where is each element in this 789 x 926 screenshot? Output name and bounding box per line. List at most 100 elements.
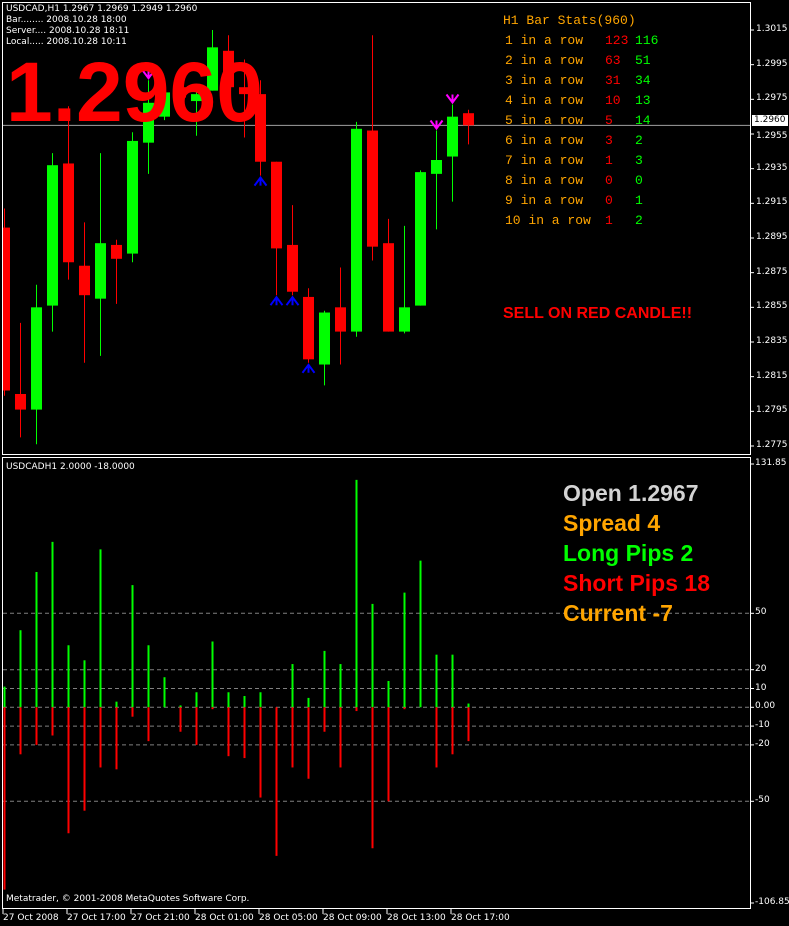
ind-y-tick-label: -50: [755, 795, 770, 806]
x-tick-label: 27 Oct 21:00: [131, 913, 190, 923]
stats-row-green-count: 34: [635, 73, 651, 88]
stats-row-label: 9 in a row: [505, 193, 584, 208]
ind-y-tick-label: 0.00: [755, 701, 776, 712]
candle-body: [3, 227, 10, 391]
y-tick-label: 1.2815: [756, 370, 788, 381]
stats-row-red-count: 123: [605, 33, 629, 48]
local-time: Local..... 2008.10.28 10:11: [6, 37, 127, 47]
stats-row-red-count: 1: [605, 153, 613, 168]
sell-arrow-icon: [141, 69, 156, 80]
pane-frames: [2, 2, 754, 914]
stats-row-red-count: 3: [605, 133, 613, 148]
y-tick-label: 1.2775: [756, 439, 788, 450]
candle-body: [223, 50, 234, 88]
stats-row-green-count: 2: [635, 133, 643, 148]
buy-arrow-icon: [253, 175, 268, 187]
candle-body: [399, 307, 410, 332]
y-tick-label: 1.2915: [756, 197, 788, 208]
candle-body: [447, 116, 458, 157]
stats-row-green-count: 13: [635, 93, 651, 108]
y-tick-label: 1.2955: [756, 130, 788, 141]
sell-arrow-icon: [445, 93, 460, 105]
stats-row-green-count: 116: [635, 33, 659, 48]
spread-label: Spread 4: [563, 510, 661, 536]
candle-body: [111, 244, 122, 259]
y-tick-label: 1.2835: [756, 335, 788, 346]
candle-body: [351, 128, 362, 332]
buy-arrow-icon: [301, 363, 316, 374]
x-tick-label: 28 Oct 17:00: [451, 913, 510, 923]
x-tick-label: 27 Oct 2008: [3, 913, 59, 923]
candle-body: [335, 307, 346, 332]
stats-row-label: 4 in a row: [505, 93, 584, 108]
stats-row-green-count: 1: [635, 193, 643, 208]
candle-body: [79, 265, 90, 296]
x-tick-label: 28 Oct 09:00: [323, 913, 382, 923]
stats-row-label: 1 in a row: [505, 33, 584, 48]
y-tick-label: 1.3015: [756, 24, 788, 34]
candle-body: [175, 87, 186, 98]
candle-body: [303, 296, 314, 360]
stats-row-red-count: 5: [605, 113, 613, 128]
long-pips-label: Long Pips 2: [563, 540, 694, 566]
candle-body: [159, 92, 170, 117]
candle-body: [383, 243, 394, 332]
stats-row-red-count: 1: [605, 213, 613, 228]
candle-body: [255, 94, 266, 162]
candle-body: [63, 163, 74, 263]
candle-body: [319, 312, 330, 365]
stats-row-green-count: 51: [635, 53, 651, 68]
y-tick-label: 1.2855: [756, 301, 788, 312]
stats-row-label: 8 in a row: [505, 173, 584, 188]
candle-body: [239, 87, 250, 95]
x-tick-label: 27 Oct 17:00: [67, 913, 126, 923]
stats-row-label: 10 in a row: [505, 213, 591, 228]
ind-y-tick-label: 10: [755, 682, 767, 693]
candle-body: [31, 307, 42, 410]
candle-body: [127, 140, 138, 254]
stats-row-red-count: 0: [605, 173, 613, 188]
stats-row-label: 6 in a row: [505, 133, 584, 148]
short-pips-label: Short Pips 18: [563, 570, 710, 596]
y-tick-label: 1.2975: [756, 93, 788, 104]
y-tick-label: 1.2795: [756, 405, 788, 416]
stats-row-red-count: 0: [605, 193, 613, 208]
candle-body: [463, 113, 474, 126]
y-tick-label: 1.2935: [756, 162, 788, 173]
ind-y-tick-label: 131.85: [755, 458, 787, 468]
candle-body: [15, 393, 26, 410]
current-price-tag: 1.2960: [752, 115, 788, 126]
candle-body: [143, 102, 154, 143]
bar-time: Bar........ 2008.10.28 18:00: [6, 15, 127, 25]
stats-row-green-count: 0: [635, 173, 643, 188]
candle-body: [415, 172, 426, 306]
buy-arrow-icon: [285, 295, 300, 306]
indicator-pane: [3, 479, 750, 890]
candle-body: [47, 165, 58, 306]
stats-row-green-count: 14: [635, 113, 651, 128]
ind-y-tick-label: -20: [755, 738, 770, 749]
buy-arrow-icon: [269, 295, 284, 306]
stats-row-red-count: 10: [605, 93, 621, 108]
stats-title: H1 Bar Stats(960): [503, 13, 636, 28]
stats-row-red-count: 63: [605, 53, 621, 68]
stats-row-label: 5 in a row: [505, 113, 584, 128]
copyright: Metatrader, © 2001-2008 MetaQuotes Softw…: [6, 894, 250, 904]
ind-y-tick-label: -10: [755, 720, 770, 731]
big-price: 1.2960: [6, 45, 263, 139]
x-tick-label: 28 Oct 05:00: [259, 913, 318, 923]
ind-y-tick-label: 50: [755, 607, 767, 618]
stats-row-red-count: 31: [605, 73, 621, 88]
stats-row-green-count: 3: [635, 153, 643, 168]
sell-arrow-icon: [429, 119, 444, 131]
candle-body: [431, 159, 442, 174]
x-tick-label: 28 Oct 01:00: [195, 913, 254, 923]
candle-body: [367, 130, 378, 247]
candle-body: [95, 243, 106, 299]
y-tick-label: 1.2995: [756, 58, 788, 69]
x-tick-label: 28 Oct 13:00: [387, 913, 446, 923]
current-label: Current -7: [563, 600, 673, 626]
open-label: Open 1.2967: [563, 480, 699, 506]
stats-row-label: 2 in a row: [505, 53, 584, 68]
